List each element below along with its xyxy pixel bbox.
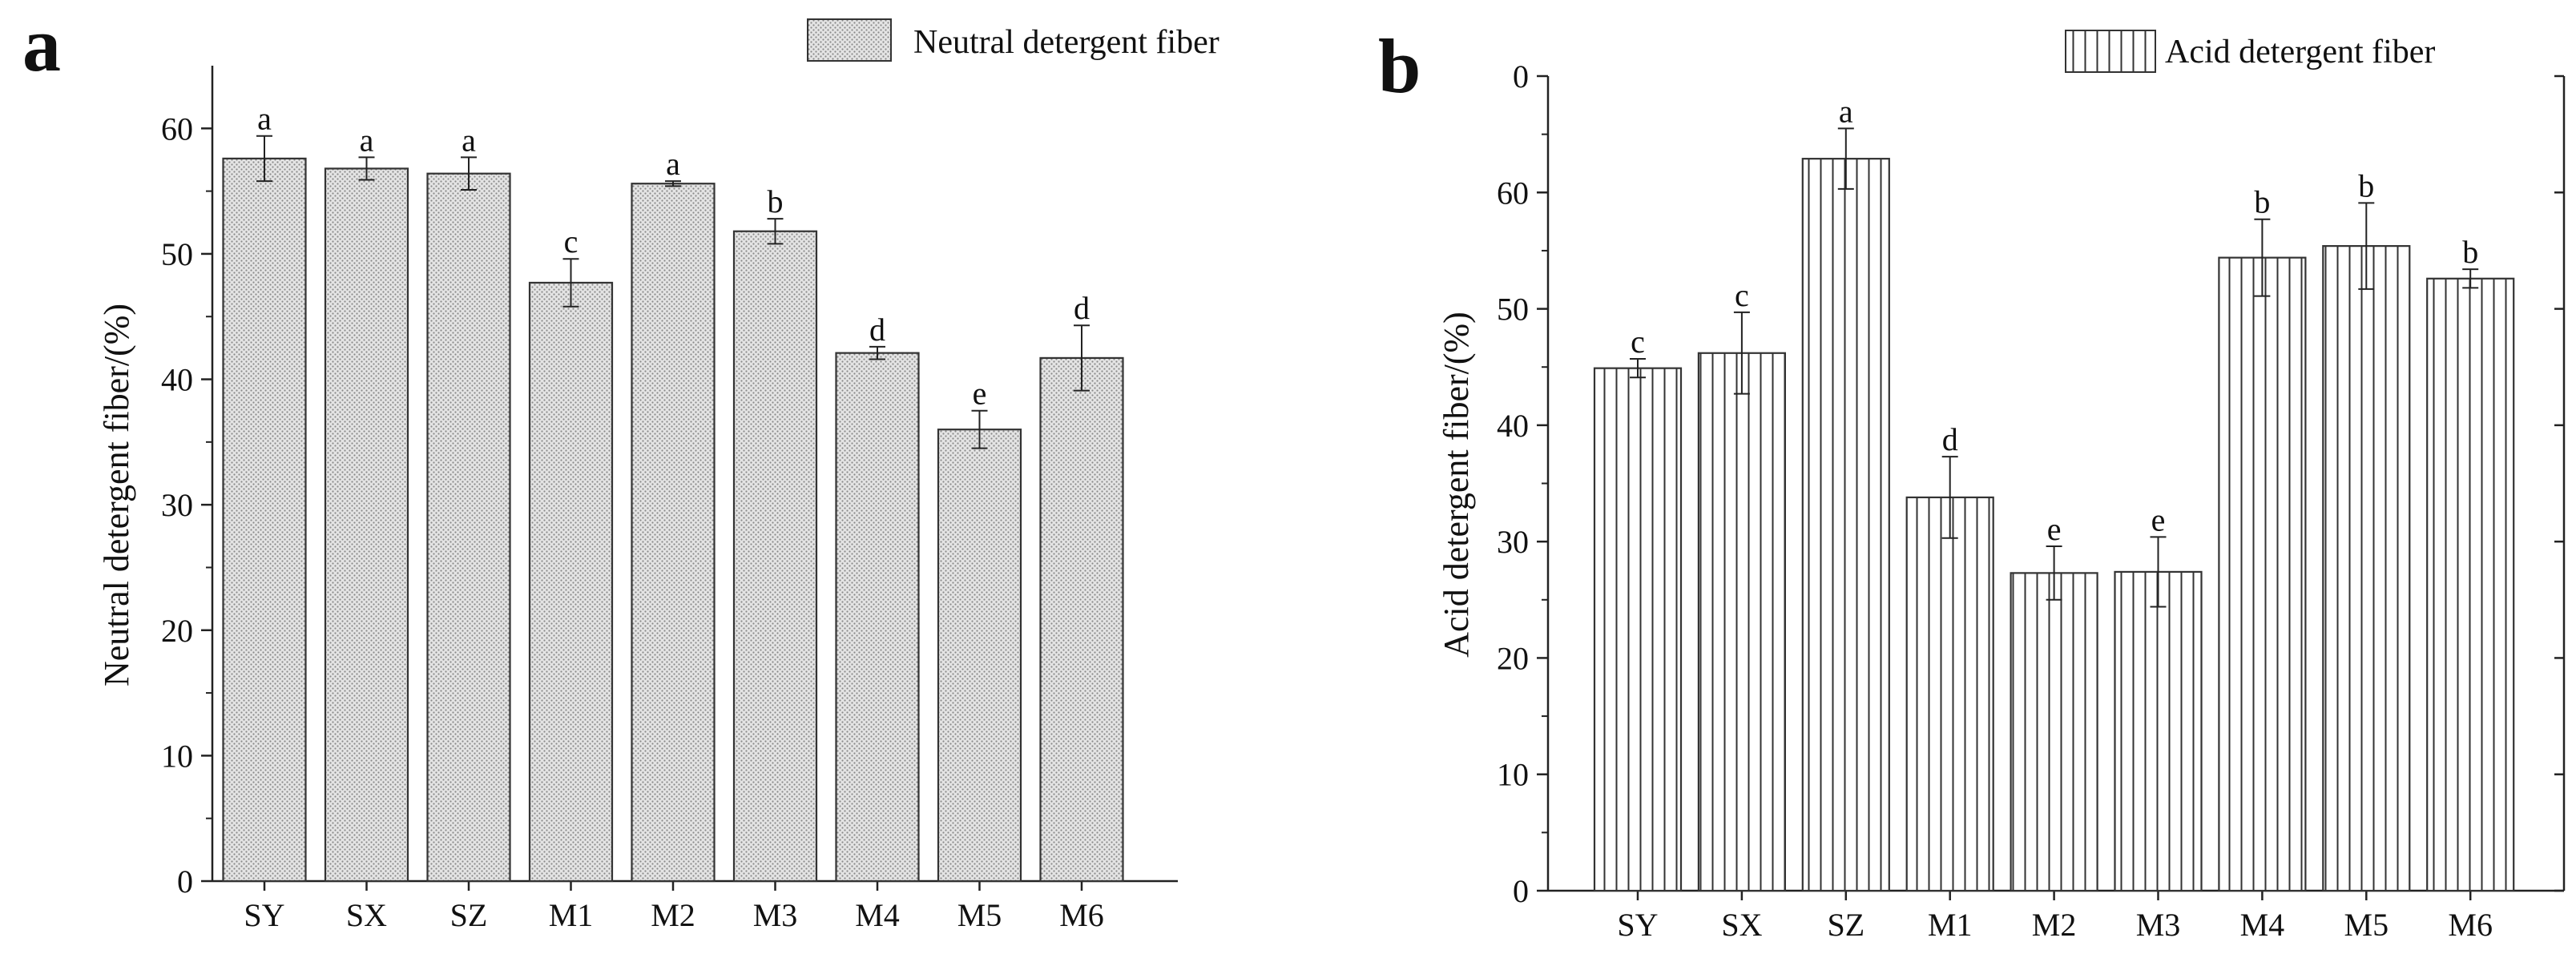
x-tick-label-a: M3 xyxy=(753,897,798,933)
bar-m3-a xyxy=(732,230,818,883)
chart-panel-b: b Acid detergent fiber Acid detergent fi… xyxy=(1378,23,2566,943)
legend-a-swatch xyxy=(807,18,892,62)
x-tick-label-b: M1 xyxy=(1928,907,1973,943)
x-tick-label-b: SZ xyxy=(1827,907,1864,943)
legend-a-label: Neutral detergent fiber xyxy=(913,24,1219,61)
legend-b: Acid detergent fiber xyxy=(2065,30,2435,73)
panel-letter-a: a xyxy=(22,2,61,87)
bar-sy-b xyxy=(1593,367,1683,892)
bar-sx-a xyxy=(324,167,409,883)
x-tick-label-a: M6 xyxy=(1059,897,1104,933)
bar-m2-b xyxy=(2010,572,2098,892)
bar-m2-a xyxy=(631,183,716,883)
plot-area-b: 0 10 20 30 40 50 60 0 c SY c SX a SZ d M1 e M2 e M3 b M4 b M5 b M… xyxy=(1497,58,2566,943)
bar-m1-a xyxy=(528,281,614,883)
bar-sz-b xyxy=(1801,158,1890,892)
significance-letter-b: c xyxy=(1735,277,1749,313)
x-tick-label-a: M2 xyxy=(651,897,695,933)
significance-letter-b: e xyxy=(2047,511,2062,547)
x-tick-label-a: SX xyxy=(346,897,387,933)
legend-b-label: Acid detergent fiber xyxy=(2165,34,2435,70)
significance-letter-b: d xyxy=(1942,421,1958,457)
y-tick-label-b: 10 xyxy=(1497,757,1529,793)
significance-letter-a: a xyxy=(462,122,476,158)
y-tick-label-a: 40 xyxy=(161,362,193,398)
x-tick-label-a: M4 xyxy=(855,897,900,933)
plot-area-a: 0 10 20 30 40 50 60 a SY a SX a SZ c M1 a M2 b M3 d M4 e M5 d M6 xyxy=(161,66,1178,933)
bar-sy-a xyxy=(222,157,307,883)
y-tick-label-a: 0 xyxy=(177,863,193,900)
significance-letter-b: e xyxy=(2151,501,2166,537)
significance-letter-a: e xyxy=(973,376,987,412)
x-tick-label-a: M5 xyxy=(957,897,1002,933)
legend-b-swatch xyxy=(2065,30,2156,73)
y-tick-label-b: 0 xyxy=(1513,58,1529,95)
significance-letter-a: c xyxy=(564,223,578,260)
significance-letter-a: a xyxy=(360,122,374,158)
x-tick-label-a: M1 xyxy=(549,897,594,933)
significance-letter-a: d xyxy=(869,312,885,348)
y-axis-title-a: Neutral detergent fiber/(%) xyxy=(97,304,136,686)
significance-letter-a: d xyxy=(1074,290,1090,326)
y-tick-label-b: 30 xyxy=(1497,524,1529,560)
bar-m5-b xyxy=(2322,245,2411,892)
significance-letter-a: a xyxy=(257,101,272,137)
significance-letter-a: b xyxy=(768,183,784,219)
x-tick-label-b: SX xyxy=(1721,907,1762,943)
panel-letter-b: b xyxy=(1378,23,1421,109)
bar-sx-b xyxy=(1697,352,1786,892)
bar-m4-b xyxy=(2218,256,2307,892)
x-tick-label-b: M4 xyxy=(2240,907,2285,943)
bar-m4-a xyxy=(835,352,920,883)
significance-letter-a: a xyxy=(666,146,680,182)
y-tick-label-a: 30 xyxy=(161,487,193,523)
bar-m6-a xyxy=(1039,356,1124,883)
significance-letter-b: b xyxy=(2254,184,2270,220)
y-tick-label-a: 20 xyxy=(161,613,193,649)
bar-m1-b xyxy=(1905,496,1994,892)
bar-m6-b xyxy=(2426,277,2515,892)
significance-letter-b: c xyxy=(1631,324,1645,360)
bar-m3-b xyxy=(2114,570,2203,892)
y-tick-label-b: 50 xyxy=(1497,292,1529,328)
legend-a: Neutral detergent fiber xyxy=(807,18,1219,62)
significance-letter-b: b xyxy=(2358,167,2374,203)
significance-letter-b: b xyxy=(2462,234,2478,270)
x-tick-label-b: M5 xyxy=(2344,907,2389,943)
bar-m5-a xyxy=(937,429,1022,883)
y-tick-label-a: 50 xyxy=(161,236,193,272)
x-tick-label-a: SZ xyxy=(450,897,488,933)
y-tick-label-a: 60 xyxy=(161,111,193,147)
x-tick-label-b: M6 xyxy=(2448,907,2493,943)
y-tick-label-b: 0 xyxy=(1513,873,1529,909)
significance-letter-b: a xyxy=(1839,93,1853,129)
x-tick-label-b: M2 xyxy=(2032,907,2077,943)
chart-panel-a: a Neutral detergent fiber Neutral deterg… xyxy=(22,2,1219,933)
bar-sz-a xyxy=(426,172,511,883)
y-tick-label-a: 10 xyxy=(161,738,193,774)
y-tick-label-b: 60 xyxy=(1497,175,1529,211)
y-tick-label-b: 40 xyxy=(1497,408,1529,444)
y-axis-title-b: Acid detergent fiber/(%) xyxy=(1437,312,1476,658)
y-tick-label-b: 20 xyxy=(1497,640,1529,676)
x-tick-label-b: SY xyxy=(1617,907,1658,943)
x-tick-label-b: M3 xyxy=(2136,907,2181,943)
x-tick-label-a: SY xyxy=(244,897,284,933)
